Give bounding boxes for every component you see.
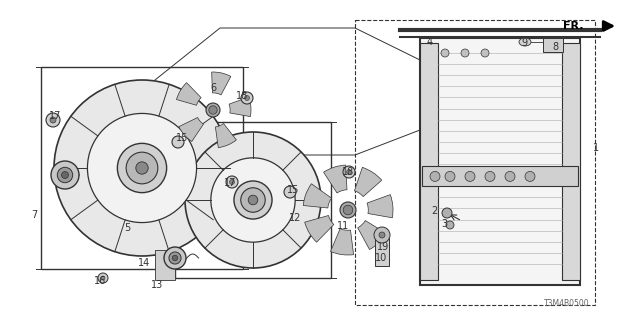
Circle shape <box>430 172 440 181</box>
Circle shape <box>525 172 535 181</box>
Text: 15: 15 <box>287 185 299 195</box>
Circle shape <box>505 172 515 181</box>
Circle shape <box>343 205 353 215</box>
Circle shape <box>340 202 356 218</box>
Bar <box>543 38 563 52</box>
Circle shape <box>241 92 253 104</box>
Text: 18: 18 <box>236 91 248 101</box>
Circle shape <box>172 136 184 148</box>
Bar <box>355 20 595 305</box>
Circle shape <box>101 276 105 280</box>
Wedge shape <box>358 220 387 250</box>
Text: 11: 11 <box>337 221 349 231</box>
Wedge shape <box>367 195 393 218</box>
Circle shape <box>226 176 238 188</box>
Wedge shape <box>212 72 231 95</box>
Text: 2: 2 <box>431 206 437 216</box>
Text: 4: 4 <box>427 37 433 47</box>
Text: 12: 12 <box>289 213 301 223</box>
Circle shape <box>374 227 390 243</box>
Wedge shape <box>216 124 236 148</box>
Bar <box>420 43 438 280</box>
Circle shape <box>51 161 79 189</box>
Circle shape <box>346 170 351 174</box>
Circle shape <box>185 132 321 268</box>
Wedge shape <box>305 215 334 242</box>
Text: 19: 19 <box>377 242 389 252</box>
Text: 16: 16 <box>94 276 106 286</box>
Circle shape <box>206 103 220 117</box>
Circle shape <box>58 167 73 183</box>
Circle shape <box>445 172 455 181</box>
Circle shape <box>164 247 186 269</box>
Circle shape <box>117 143 166 193</box>
Circle shape <box>61 172 68 179</box>
Circle shape <box>234 181 272 219</box>
Text: 14: 14 <box>138 258 150 268</box>
Circle shape <box>248 195 258 205</box>
Circle shape <box>284 186 296 198</box>
Circle shape <box>244 95 250 100</box>
Wedge shape <box>330 229 353 255</box>
Circle shape <box>136 162 148 174</box>
Wedge shape <box>229 97 251 116</box>
Text: 7: 7 <box>31 210 37 220</box>
Bar <box>41 67 243 269</box>
Bar <box>422 166 578 187</box>
Circle shape <box>126 152 158 184</box>
Wedge shape <box>179 117 204 141</box>
Text: 17: 17 <box>224 178 236 188</box>
Text: 13: 13 <box>151 280 163 290</box>
Text: 17: 17 <box>49 111 61 121</box>
Circle shape <box>169 252 181 264</box>
Circle shape <box>50 117 56 123</box>
Circle shape <box>485 172 495 181</box>
Text: 6: 6 <box>210 83 216 93</box>
Circle shape <box>481 49 489 57</box>
Text: 18: 18 <box>342 167 354 177</box>
Text: 1: 1 <box>593 143 599 153</box>
Text: T3M4B0500: T3M4B0500 <box>545 299 590 308</box>
Circle shape <box>209 106 217 114</box>
Circle shape <box>465 172 475 181</box>
Ellipse shape <box>519 38 531 46</box>
Bar <box>375 238 389 266</box>
Bar <box>175 122 332 278</box>
Text: 5: 5 <box>124 223 130 233</box>
Circle shape <box>343 166 355 178</box>
Text: 8: 8 <box>552 42 558 52</box>
Circle shape <box>241 188 265 212</box>
Circle shape <box>172 255 178 261</box>
Bar <box>562 43 580 280</box>
Wedge shape <box>303 184 332 208</box>
Circle shape <box>211 158 295 242</box>
Bar <box>155 250 175 280</box>
Circle shape <box>446 221 454 229</box>
Wedge shape <box>355 167 381 196</box>
Wedge shape <box>177 83 201 105</box>
Circle shape <box>379 232 385 238</box>
Wedge shape <box>324 165 347 193</box>
Text: 3: 3 <box>441 219 447 229</box>
Text: FR.: FR. <box>563 21 584 31</box>
Text: 10: 10 <box>375 253 387 263</box>
Circle shape <box>441 49 449 57</box>
Circle shape <box>54 80 230 256</box>
Circle shape <box>230 180 234 185</box>
Circle shape <box>88 114 196 223</box>
Circle shape <box>46 113 60 127</box>
Circle shape <box>98 273 108 283</box>
Bar <box>420 38 580 285</box>
Circle shape <box>461 49 469 57</box>
Text: 15: 15 <box>176 133 188 143</box>
Circle shape <box>442 208 452 218</box>
Text: 9: 9 <box>521 38 527 48</box>
